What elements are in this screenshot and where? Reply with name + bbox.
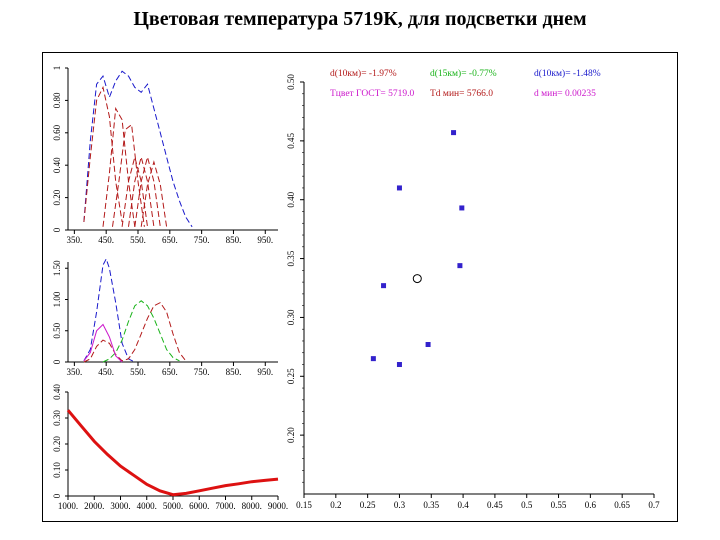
x-tick-label: 350. (66, 235, 82, 245)
x-tick-label: 9000. (268, 501, 288, 511)
x-tick-label: 0.3 (394, 500, 406, 510)
data-point-circle (412, 274, 422, 284)
x-tick-label: 550. (130, 235, 146, 245)
annotation-label: Td мин= 5766.0 (430, 89, 493, 99)
slide-title: Цветовая температура 5719К, для подсветк… (133, 8, 587, 30)
y-tick-label: 0.45 (286, 132, 296, 148)
series-line-red (83, 85, 123, 222)
x-tick-label: 750. (194, 367, 210, 377)
series-line-green (102, 300, 180, 363)
y-tick-label: 0.25 (286, 368, 296, 384)
series-line-red (134, 155, 161, 227)
y-tick-label: 0.30 (286, 309, 296, 325)
x-tick-label: 0.7 (648, 500, 660, 510)
data-point (457, 263, 463, 269)
x-tick-label: 0.65 (614, 500, 630, 510)
x-tick-label: 0.2 (330, 500, 341, 510)
series-line-red (83, 301, 187, 363)
x-tick-label: 0.4 (457, 500, 469, 510)
x-tick-label: 650. (162, 367, 178, 377)
annotation-label: d(15км)= -0.77% (430, 68, 497, 79)
y-tick-label: 0.50 (286, 74, 296, 90)
chromaticity-panel: 0.15 0.2 0.25 0.3 0.35 0.4 0.45 0.5 0.55 0.6 0.65 0… (286, 68, 660, 510)
y-tick-label: 0.20 (286, 427, 296, 443)
x-tick-label: 0.25 (360, 500, 376, 510)
data-point (451, 130, 457, 136)
x-tick-label: 750. (194, 235, 210, 245)
x-tick-label: 2000. (84, 501, 104, 511)
y-tick-label: 1 (52, 66, 62, 71)
y-tick-label: 0.35 (286, 250, 296, 266)
y-tick-label: 1.00 (52, 291, 62, 307)
x-tick-label: 0.15 (296, 500, 312, 510)
series-line-blue (83, 257, 136, 363)
x-tick-label: 450. (98, 367, 114, 377)
x-tick-label: 0.6 (585, 500, 597, 510)
data-point (396, 362, 402, 368)
spectra-panel: 350. 450. 550. 650. 750. 850. 950. 0 0.20 0.40 0.6… (52, 66, 278, 245)
y-tick-label: 1.50 (52, 260, 62, 276)
figure-frame (42, 52, 678, 522)
y-tick-label: 0.20 (52, 189, 62, 205)
y-tick-label: 0 (52, 227, 62, 232)
data-point (425, 342, 431, 348)
annotation-label: d мин= 0.00235 (534, 89, 596, 99)
data-point (370, 356, 376, 362)
y-tick-label: 0 (52, 359, 62, 364)
x-tick-label: 6000. (189, 501, 209, 511)
x-tick-label: 0.45 (487, 500, 503, 510)
series-line-thick_red (66, 409, 279, 497)
annotation-label: d(10км)= -1.97% (330, 68, 397, 79)
y-tick-label: 0.40 (286, 191, 296, 207)
x-tick-label: 350. (66, 367, 82, 377)
y-tick-label: 0 (52, 493, 62, 498)
x-tick-label: 1000. (58, 501, 78, 511)
color-matching-panel: 350. 450. 550. 650. 750. 850. 950. 0 0.50 1.00 1.5… (52, 257, 278, 377)
x-tick-label: 550. (130, 367, 146, 377)
series-line-blue (83, 70, 193, 228)
y-tick-label: 0.40 (52, 157, 62, 173)
x-tick-label: 7000. (215, 501, 235, 511)
y-tick-label: 0.20 (52, 436, 62, 452)
x-tick-label: 5000. (163, 501, 183, 511)
x-tick-label: 3000. (110, 501, 130, 511)
series-line-red (140, 160, 168, 227)
y-tick-label: 0.80 (52, 92, 62, 108)
y-tick-label: 0.30 (52, 410, 62, 426)
series-line-red (121, 155, 148, 227)
data-point (459, 205, 465, 211)
x-tick-label: 650. (162, 235, 178, 245)
series-line-red (128, 155, 155, 227)
figure: 350. 450. 550. 650. 750. 850. 950.00.200.400.6… (42, 52, 678, 522)
x-tick-label: 0.55 (551, 500, 567, 510)
x-tick-label: 0.35 (423, 500, 439, 510)
x-tick-label: 950. (257, 367, 273, 377)
data-point (381, 283, 387, 289)
y-tick-label: 0.40 (52, 384, 62, 400)
x-tick-label: 0.5 (521, 500, 533, 510)
x-tick-label: 4000. (137, 501, 157, 511)
x-tick-label: 8000. (242, 501, 262, 511)
data-point (396, 185, 402, 191)
annotation-label: Тцвет ГОСТ= 5719.0 (330, 89, 415, 99)
x-tick-label: 850. (226, 235, 242, 245)
y-tick-label: 0.10 (52, 462, 62, 478)
y-tick-label: 0.60 (52, 124, 62, 140)
error-vs-temperature-panel: 1000. 2000. 3000. 4000. 5000. 6000. 7000. 8000.… (52, 384, 288, 511)
series-line-purple (83, 323, 123, 363)
x-tick-label: 450. (98, 235, 114, 245)
series-line-red (112, 123, 145, 227)
x-tick-label: 850. (226, 367, 242, 377)
annotation-label: d(10км)= -1.48% (534, 68, 601, 79)
y-tick-label: 0.50 (52, 322, 62, 338)
series-line-red (102, 106, 136, 227)
x-tick-label: 950. (257, 235, 273, 245)
